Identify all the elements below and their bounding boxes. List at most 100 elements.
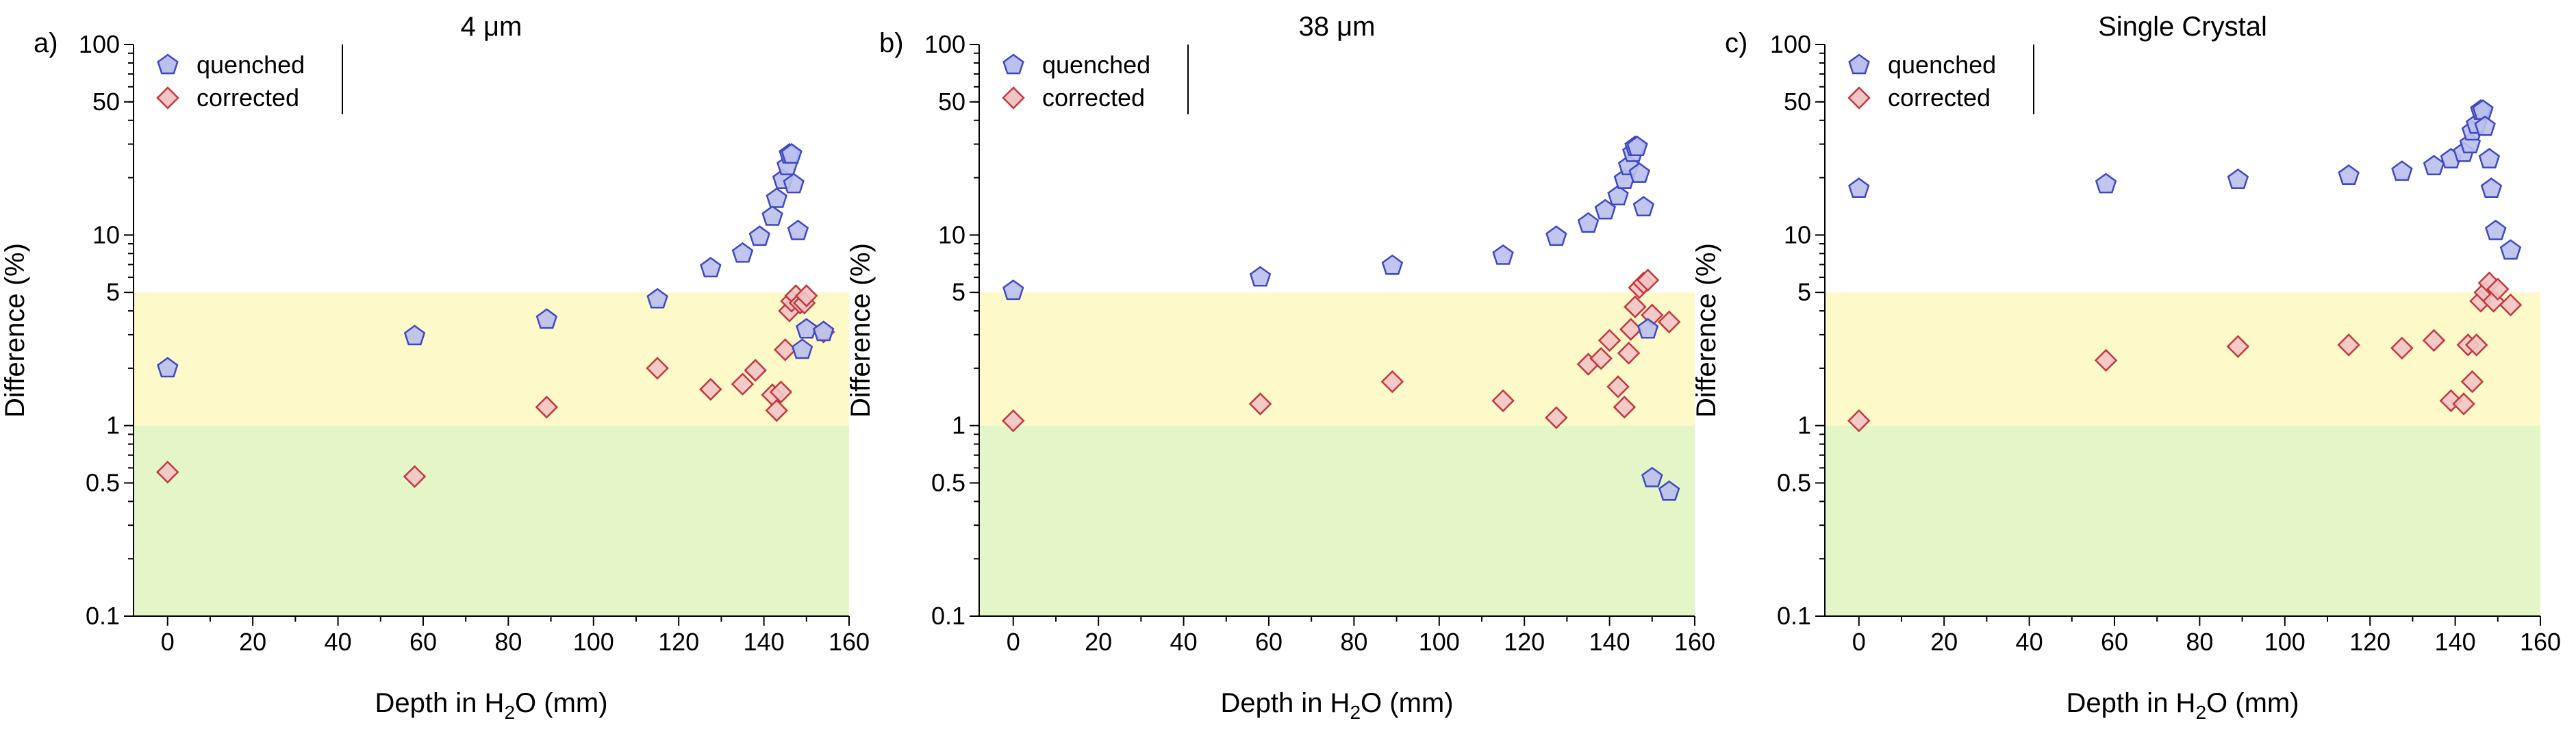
- y-tick-label: 0.5: [86, 468, 120, 496]
- legend-corrected-marker: [1847, 86, 1871, 110]
- y-tick-label: 10: [92, 220, 120, 249]
- corrected-point: [1545, 406, 1568, 429]
- y-tick-label: 100: [79, 30, 120, 58]
- corrected-point: [1248, 392, 1272, 416]
- legend-quenched-label: quenched: [1888, 51, 1996, 79]
- y-tick-label: 0.5: [1777, 468, 1811, 496]
- y-axis-label: Difference (%): [0, 243, 30, 418]
- quenched-point: [781, 142, 803, 164]
- corrected-point: [2390, 336, 2414, 360]
- panel-3: 0 20 40 60 80 100 120 140 160 0.1 0.5 1 5 10 50 100 Sing…: [1691, 12, 2561, 723]
- quenched-point: [1492, 244, 1514, 265]
- quenched-point: [748, 225, 771, 246]
- corrected-point: [2486, 277, 2510, 301]
- x-axis-label: Depth in H2O (mm): [375, 688, 607, 723]
- x-axis-label: Depth in H2O (mm): [2066, 688, 2299, 723]
- quenched-point: [1628, 162, 1650, 183]
- quenched-point: [1381, 254, 1404, 275]
- y-tick-label: 5: [106, 278, 120, 306]
- corrected-point: [1636, 268, 1660, 292]
- legend: quenched corrected: [156, 44, 343, 114]
- y-tick-label: 10: [1784, 220, 1811, 249]
- corrected-point: [646, 357, 669, 380]
- x-tick-label: 80: [2186, 628, 2213, 656]
- legend-corrected-marker: [156, 86, 179, 110]
- corrected-point: [2464, 333, 2488, 357]
- y-tick-label: 5: [1797, 278, 1811, 306]
- x-tick-label: 0: [1852, 628, 1866, 656]
- quenched-point: [787, 219, 809, 240]
- legend: quenched corrected: [1847, 44, 2034, 114]
- quenched-point: [403, 325, 426, 346]
- band-green: [979, 425, 1695, 616]
- quenched-point: [157, 357, 179, 378]
- panel-2: 0 20 40 60 80 100 120 140 160 0.1 0.5 1 5 10 50 100 38 μ…: [846, 12, 1715, 723]
- quenched-point: [2478, 148, 2501, 168]
- quenched-point: [1002, 279, 1024, 301]
- y-tick-label: 0.1: [86, 602, 120, 630]
- x-tick-label: 120: [1504, 628, 1545, 656]
- quenched-point: [535, 308, 558, 329]
- corrected-point: [1617, 342, 1641, 365]
- y-tick-label: 100: [1770, 30, 1811, 58]
- quenched-point: [1626, 136, 1648, 157]
- corrected-point: [1001, 409, 1025, 433]
- corrected-point: [2226, 335, 2250, 358]
- quenched-point: [1577, 212, 1600, 233]
- corrected-point: [1624, 295, 1647, 318]
- x-tick-label: 0: [161, 628, 175, 656]
- corrected-point: [769, 380, 793, 404]
- corrected-point: [1657, 310, 1681, 334]
- x-tick-label: 20: [1930, 628, 1958, 656]
- corrected-point: [2452, 392, 2475, 416]
- quenched-point: [1848, 177, 1870, 199]
- x-tick-label: 100: [2264, 628, 2306, 656]
- corrected-point: [2094, 348, 2118, 372]
- corrected-point: [765, 398, 789, 422]
- quenched-point: [731, 242, 754, 263]
- quenched-point: [646, 288, 668, 309]
- legend-quenched-label: quenched: [197, 51, 305, 79]
- quenched-point: [2480, 177, 2503, 199]
- quenched-point: [1637, 318, 1659, 339]
- y-tick-label: 1: [952, 411, 965, 440]
- corrected-point: [744, 359, 767, 382]
- x-tick-label: 60: [2101, 628, 2128, 656]
- legend-quenched-marker: [1002, 53, 1024, 75]
- quenched-point: [2484, 219, 2507, 240]
- x-tick-label: 120: [2349, 628, 2390, 656]
- corrected-point: [1598, 329, 1621, 352]
- x-tick-label: 0: [1007, 628, 1020, 656]
- quenched-point: [1632, 196, 1655, 217]
- x-tick-label: 100: [1419, 628, 1460, 656]
- x-tick-label: 40: [1170, 628, 1198, 656]
- x-tick-label: 80: [494, 628, 522, 656]
- x-tick-label: 60: [409, 628, 437, 656]
- y-tick-label: 0.1: [931, 602, 965, 630]
- band-green: [134, 425, 849, 616]
- chart-title: Single Crystal: [2098, 12, 2267, 42]
- x-tick-label: 20: [239, 628, 266, 656]
- quenched-point: [761, 205, 783, 226]
- y-tick-label: 1: [1797, 411, 1811, 440]
- x-tick-label: 160: [2520, 628, 2561, 656]
- y-tick-label: 0.1: [1777, 602, 1811, 630]
- panel-label: c): [1725, 28, 1747, 58]
- y-tick-label: 10: [938, 220, 965, 249]
- corrected-point: [535, 395, 559, 419]
- quenched-point: [2423, 155, 2445, 176]
- chart-title: 38 μm: [1299, 12, 1376, 42]
- x-tick-label: 140: [744, 628, 785, 656]
- quenched-point: [1594, 199, 1617, 220]
- corrected-point: [1491, 389, 1515, 413]
- x-tick-label: 80: [1340, 628, 1367, 656]
- quenched-point: [1658, 480, 1680, 501]
- quenched-point: [796, 318, 818, 339]
- legend-corrected-label: corrected: [197, 84, 299, 112]
- quenched-point: [812, 320, 835, 342]
- x-tick-label: 160: [1674, 628, 1715, 656]
- quenched-point: [2391, 160, 2413, 181]
- quenched-point: [2474, 115, 2496, 136]
- quenched-point: [766, 187, 787, 208]
